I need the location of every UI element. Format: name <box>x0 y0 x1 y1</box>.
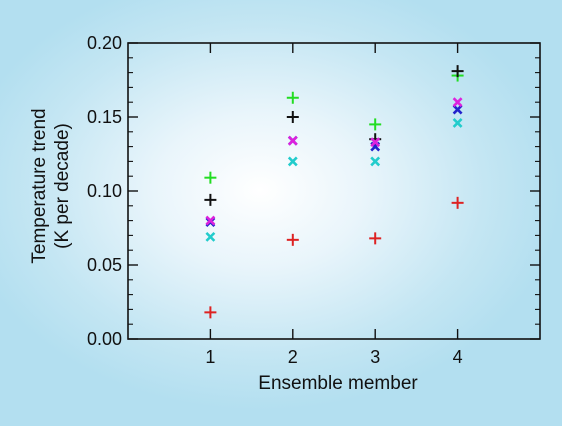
plus-marker <box>369 118 382 131</box>
marker-stroke <box>287 135 298 146</box>
plus-marker <box>451 65 464 78</box>
y-tick-label: 0.00 <box>87 329 122 349</box>
marker-stroke <box>205 231 216 242</box>
marker-stroke <box>287 156 298 167</box>
plus-marker <box>369 232 382 245</box>
data-marks <box>204 65 464 319</box>
y-tick-label: 0.05 <box>87 255 122 275</box>
plus-marker <box>451 196 464 209</box>
plus-marker <box>286 111 299 123</box>
plot-frame <box>127 42 541 340</box>
y-tick-label: 0.10 <box>87 181 122 201</box>
x-marker <box>370 137 381 148</box>
plus-marker <box>286 91 299 104</box>
plot-axes <box>127 42 541 340</box>
x-tick-label: 3 <box>370 347 380 367</box>
x-axis-title: Ensemble member <box>258 373 418 394</box>
plus-marker <box>204 171 217 184</box>
y-tick-label: 0.20 <box>87 33 122 53</box>
x-marker <box>370 156 381 167</box>
x-marker <box>287 135 298 146</box>
x-marker <box>205 231 216 242</box>
x-marker <box>287 156 298 167</box>
x-tick-label: 1 <box>205 347 215 367</box>
marker-stroke <box>370 137 381 148</box>
tick-labels: 0.00 0.05 0.10 0.15 0.20 1 2 3 4 <box>87 33 463 367</box>
marker-stroke <box>205 215 216 226</box>
y-tick-label: 0.15 <box>87 107 122 127</box>
x-marker <box>452 118 463 128</box>
plus-marker <box>204 306 217 319</box>
x-tick-label: 2 <box>288 347 298 367</box>
x-marker <box>452 97 463 108</box>
x-marker <box>205 215 216 226</box>
y-axis-units: (K per decade) <box>52 123 73 249</box>
x-marker <box>452 104 463 115</box>
y-axis-title: Temperature trend <box>29 108 50 263</box>
plus-marker <box>286 233 299 246</box>
plus-marker <box>204 193 217 206</box>
marker-stroke <box>452 104 463 115</box>
marker-stroke <box>452 97 463 108</box>
marker-stroke <box>370 156 381 167</box>
marker-stroke <box>452 118 463 128</box>
x-tick-label: 4 <box>453 347 463 367</box>
